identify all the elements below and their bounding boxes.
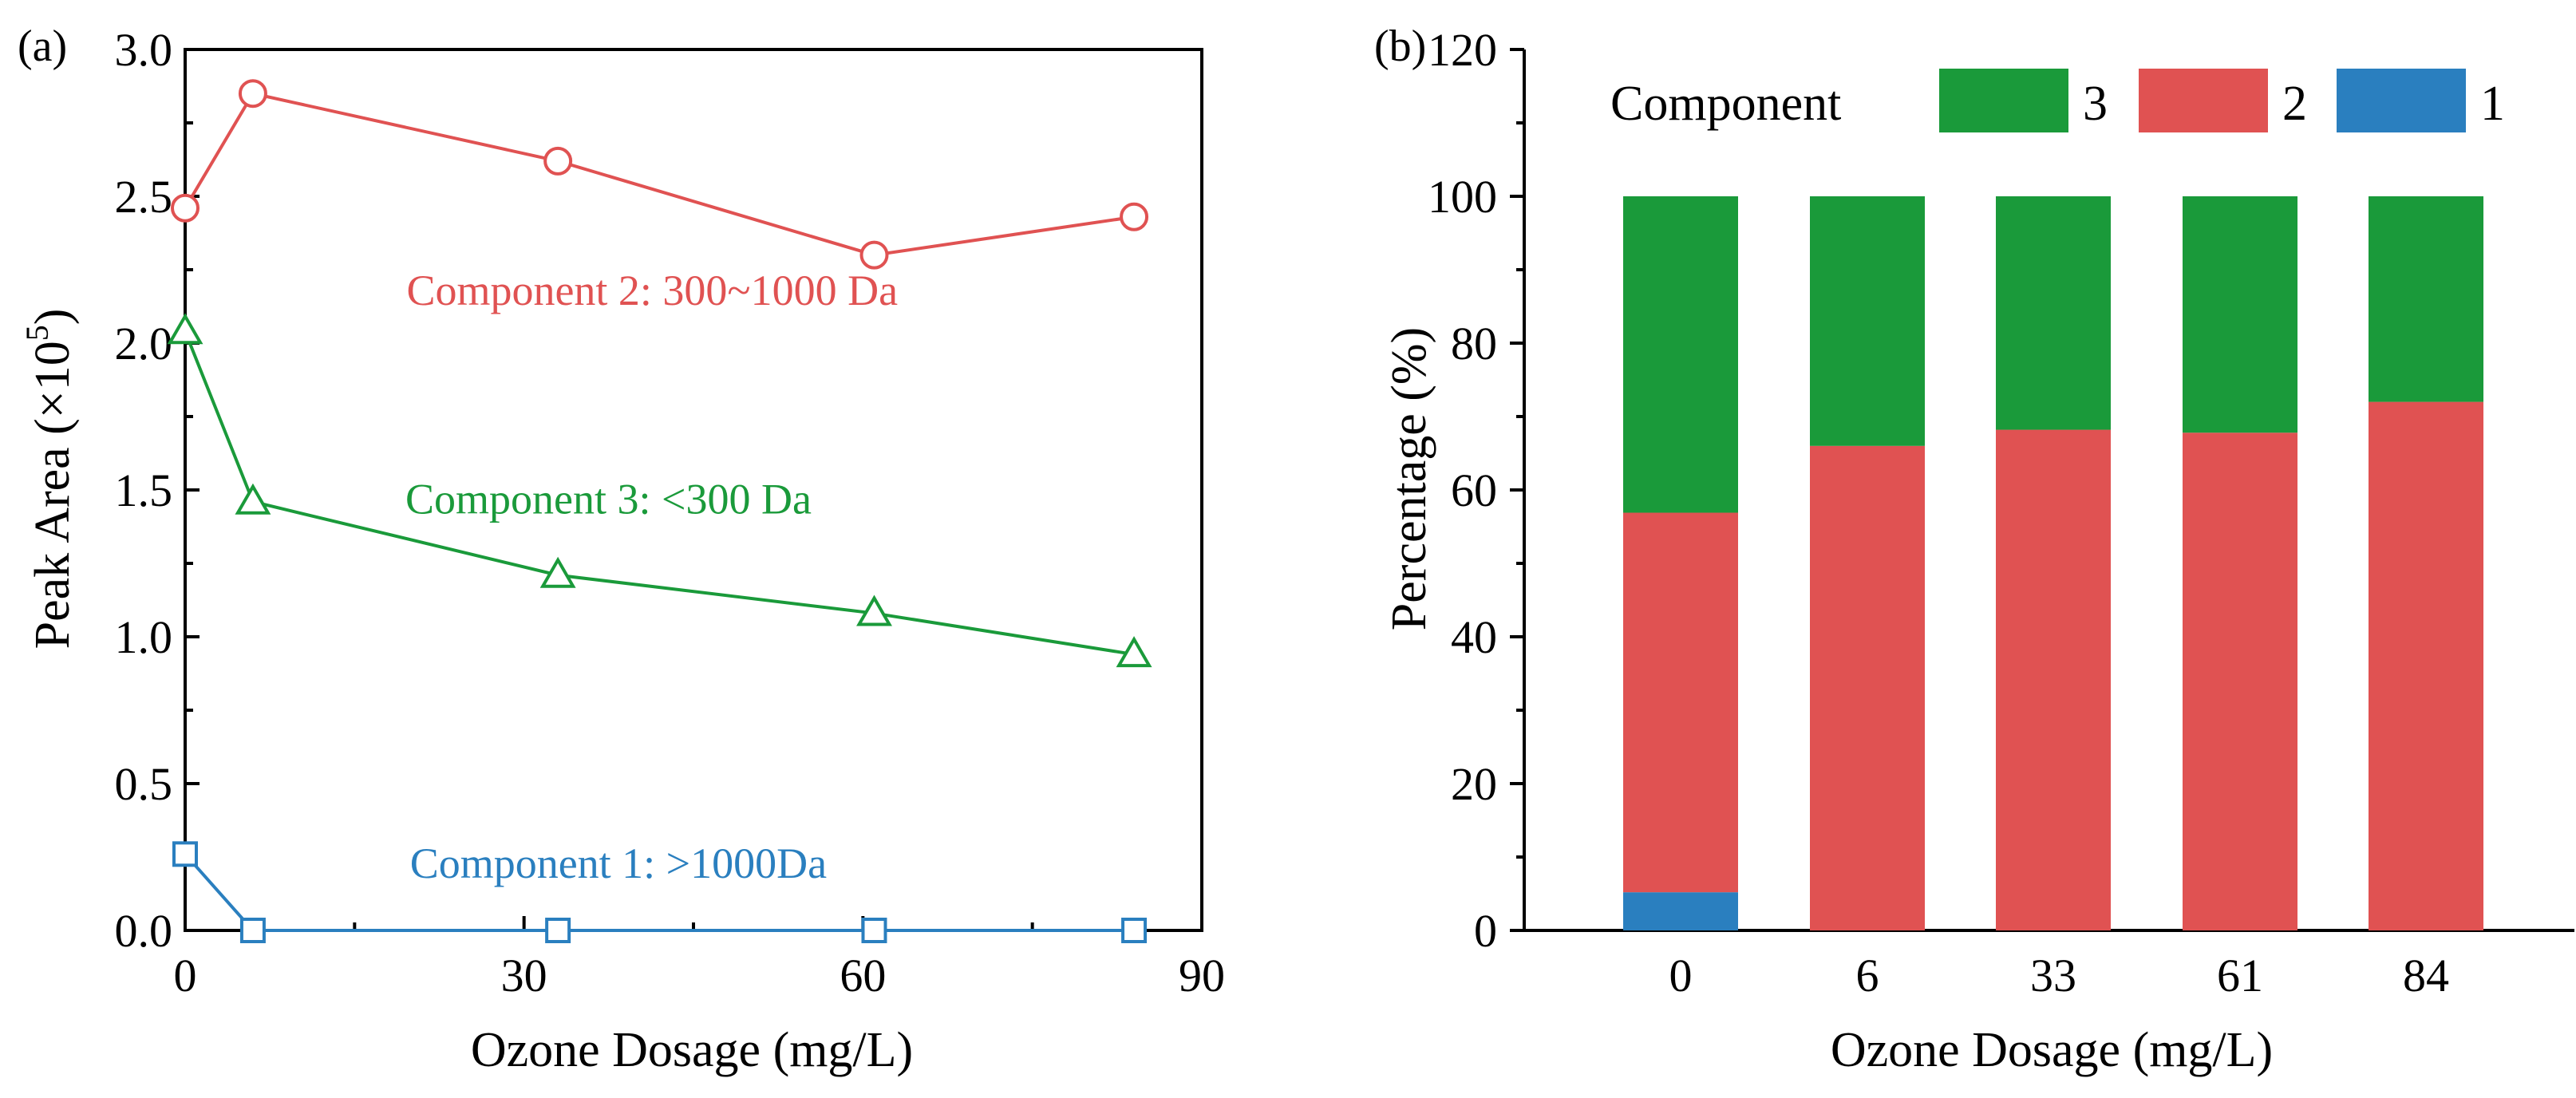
component2-point: [1120, 202, 1149, 231]
component3-annotation: Component 3: <300 Da: [405, 475, 812, 523]
component3-point: [235, 483, 271, 515]
panel-a-label: (a): [18, 22, 67, 71]
legend-label-component1: 1: [2480, 77, 2505, 131]
panel-a-x-tick-label: 90: [1179, 950, 1225, 1001]
component2-point: [171, 193, 200, 223]
panel-b-y-tick-label: 20: [1451, 758, 1497, 810]
panel-a-series-labels: Component 2: 300~1000 Da Component 3: <30…: [405, 267, 898, 887]
legend-swatch-component2: [2139, 69, 2268, 132]
panel-a-series: [167, 79, 1152, 943]
component2-bar-segment: [1810, 445, 1925, 930]
component2-point: [543, 146, 573, 176]
panel-b-x-tick-label: 84: [2403, 950, 2449, 1001]
panel-a-y-axis-title: Peak Area (×105): [19, 309, 80, 650]
panel-b-y-tick-label: 0: [1474, 905, 1497, 957]
component3-bar-segment: [2369, 196, 2483, 402]
panel-b-stacked-bar-chart: (b) 0 20 40 60 80 100 120 0 6 33 61 84 Component 3…: [1374, 22, 2574, 1077]
component2-line: [184, 91, 1135, 257]
panel-a-line-chart: (a) 0.0 0.5 1.0 1.5 2.0 2.5 3.0 0 30 60 90 Compone…: [18, 22, 1225, 1077]
panel-b-y-tick-label: 80: [1451, 318, 1497, 369]
panel-a-x-axis-title: Ozone Dosage (mg/L): [471, 1023, 913, 1077]
component1-point: [1121, 918, 1148, 943]
panel-b-y-tick-label: 40: [1451, 611, 1497, 663]
component3-bar-segment: [2183, 196, 2297, 433]
panel-b-x-axis-title: Ozone Dosage (mg/L): [1831, 1023, 2273, 1077]
panel-b-y-tick-label: 120: [1428, 24, 1497, 76]
component2-bar-segment: [2369, 401, 2483, 931]
component3-point: [856, 594, 892, 626]
panel-b-label: (b): [1374, 22, 1426, 71]
component2-point: [859, 240, 889, 270]
panel-a-y-tick-label: 3.0: [115, 24, 173, 76]
panel-b-y-tick-label: 60: [1451, 464, 1497, 516]
panel-b-x-tick-label: 0: [1669, 950, 1693, 1001]
panel-a-y-axis-title-main: Peak Area (×10: [26, 341, 80, 649]
component3-point: [1116, 636, 1152, 668]
panel-b-axes: 0 20 40 60 80 100 120: [1428, 24, 2574, 957]
panel-a-x-tick-label: 60: [840, 950, 886, 1001]
panel-a-x-tick-label: 0: [174, 950, 197, 1001]
panel-b-y-axis-title: Percentage (%): [1382, 327, 1436, 630]
panel-b-x-tick-label: 6: [1856, 950, 1879, 1001]
component3-bar-segment: [1623, 196, 1738, 513]
component2-point: [238, 79, 267, 109]
legend-label-component2: 2: [2282, 77, 2307, 131]
component1-point: [172, 841, 198, 867]
component3-point: [167, 313, 203, 345]
component2-bar-segment: [1623, 512, 1738, 893]
panel-a-y-axis-title-superscript: 5: [19, 325, 55, 341]
panel-a-y-tick-label: 1.0: [115, 611, 173, 663]
component1-point: [861, 918, 887, 943]
panel-a-y-tick-label: 0.5: [115, 758, 173, 810]
panel-a-y-axis-title-close: ): [26, 309, 80, 326]
component3-point: [539, 556, 576, 588]
panel-a-y-tick-label: 0.0: [115, 905, 173, 957]
legend-label-component3: 3: [2083, 77, 2108, 131]
legend-title: Component: [1610, 77, 1841, 131]
component3-bar-segment: [1996, 196, 2111, 430]
component2-bar-segment: [1996, 429, 2111, 930]
component1-point: [239, 918, 266, 943]
panel-a-y-tick-label: 2.0: [115, 318, 173, 369]
panel-a-x-tick-label: 30: [501, 950, 547, 1001]
panel-b-x-tick-label: 33: [2030, 950, 2076, 1001]
component3-bar-segment: [1810, 196, 1925, 446]
panel-a-y-tick-label: 2.5: [115, 171, 173, 223]
panel-b-y-tick-label: 100: [1428, 171, 1497, 223]
component1-point: [545, 918, 571, 943]
legend-swatch-component3: [1939, 69, 2068, 132]
panel-a-axes: 0.0 0.5 1.0 1.5 2.0 2.5 3.0 0 30 60 90: [115, 24, 1226, 1001]
panel-b-bars: 0 6 33 61 84: [1623, 196, 2483, 1001]
component1-annotation: Component 1: >1000Da: [410, 839, 827, 887]
panel-b-legend: Component 3 2 1: [1610, 69, 2505, 132]
legend-swatch-component1: [2337, 69, 2466, 132]
component1-bar-segment: [1623, 892, 1738, 930]
panel-b-x-tick-label: 61: [2217, 950, 2263, 1001]
component2-bar-segment: [2183, 432, 2297, 930]
component2-annotation: Component 2: 300~1000 Da: [406, 267, 898, 314]
panel-a-y-tick-label: 1.5: [115, 464, 173, 516]
